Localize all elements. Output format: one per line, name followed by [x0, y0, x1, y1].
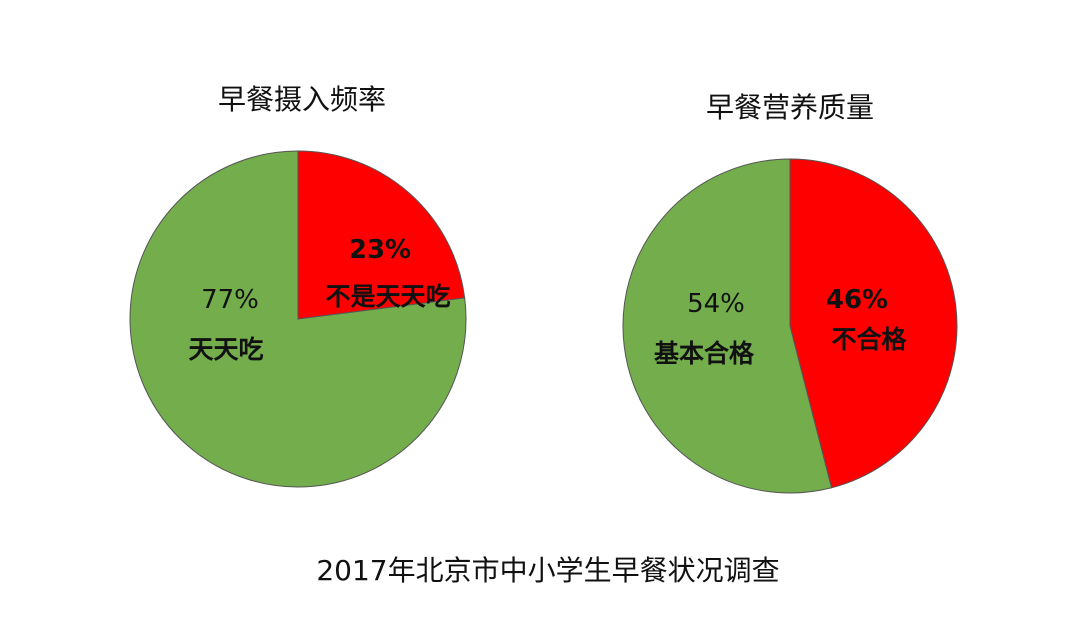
slice-unqualified-value-label: 46%: [826, 285, 888, 315]
slice-basic-qualified-category-label: 基本合格: [654, 339, 755, 368]
slice-unqualified: [789, 158, 958, 489]
slice-not-daily-value-label: 23%: [349, 235, 411, 265]
slice-daily: [129, 150, 467, 488]
pie-right-title: 早餐营养质量: [705, 91, 875, 124]
slice-not-daily-category-label: 不是天天吃: [325, 282, 450, 311]
slice-daily-value-label: 77%: [201, 285, 259, 315]
slice-unqualified-category-label: 不合格: [831, 325, 907, 354]
pie-left-title: 早餐摄入频率: [217, 83, 387, 116]
slice-not-daily: [297, 150, 466, 320]
figure-caption: 2017年北京市中小学生早餐状况调查: [316, 554, 780, 587]
slice-basic-qualified: [622, 158, 833, 494]
slice-daily-category-label: 天天吃: [188, 335, 263, 364]
slice-basic-qualified-value-label: 54%: [687, 289, 745, 319]
